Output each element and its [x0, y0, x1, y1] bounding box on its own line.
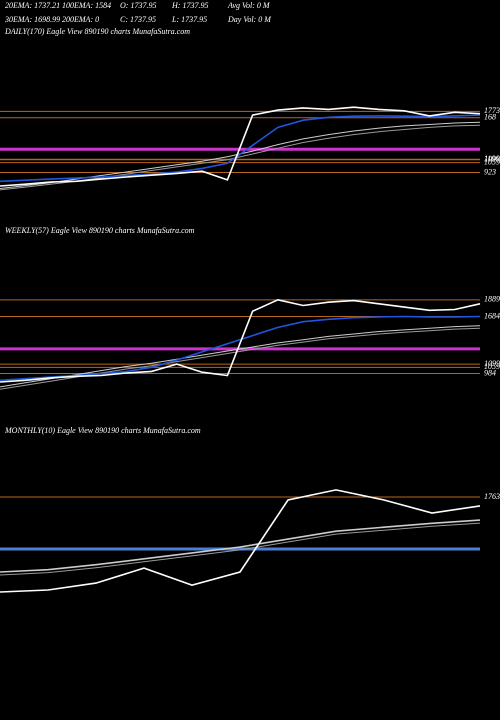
header-stat: 30EMA: 1698.99	[4, 15, 60, 24]
series-line	[0, 522, 481, 576]
header-stat: Day Vol: 0 M	[227, 15, 272, 24]
series-line	[0, 114, 481, 183]
header-stat: L: 1737.95	[171, 15, 207, 24]
header-stat: O: 1737.95	[120, 1, 156, 10]
panel-title: WEEKLY(57) Eagle View 890190 charts Muna…	[5, 226, 195, 235]
level-label: 168	[484, 113, 496, 122]
panel-title: DAILY(170) Eagle View 890190 charts Muna…	[4, 27, 190, 36]
level-label: 1059	[484, 362, 500, 371]
level-label: 1773	[484, 106, 500, 115]
series-line	[0, 519, 481, 573]
header-stat: C: 1737.95	[120, 15, 156, 24]
level-label: 1059	[484, 158, 500, 167]
header-stat: Avg Vol: 0 M	[227, 1, 271, 10]
level-label: 1684	[484, 311, 500, 320]
series-line	[0, 106, 481, 187]
series-line	[0, 298, 481, 383]
series-line	[0, 325, 481, 388]
header-stat: 100EMA: 1584	[62, 1, 111, 10]
level-label: 1099	[484, 359, 500, 368]
header-stat: 20EMA: 1737.21	[5, 1, 60, 10]
header-stat: H: 1737.95	[171, 1, 208, 10]
series-line	[0, 124, 481, 191]
panel-title: MONTHLY(10) Eagle View 890190 charts Mun…	[4, 426, 201, 435]
header-stat: 200EMA: 0	[62, 15, 99, 24]
level-label: 1106	[484, 154, 499, 163]
level-label: 1099	[484, 155, 500, 164]
level-label: 1763	[484, 492, 500, 501]
level-label: 1889	[484, 295, 500, 304]
level-label: 923	[484, 167, 496, 176]
series-line	[0, 327, 481, 390]
series-line	[0, 315, 481, 382]
level-label: 984	[484, 368, 496, 377]
series-line	[0, 489, 481, 593]
